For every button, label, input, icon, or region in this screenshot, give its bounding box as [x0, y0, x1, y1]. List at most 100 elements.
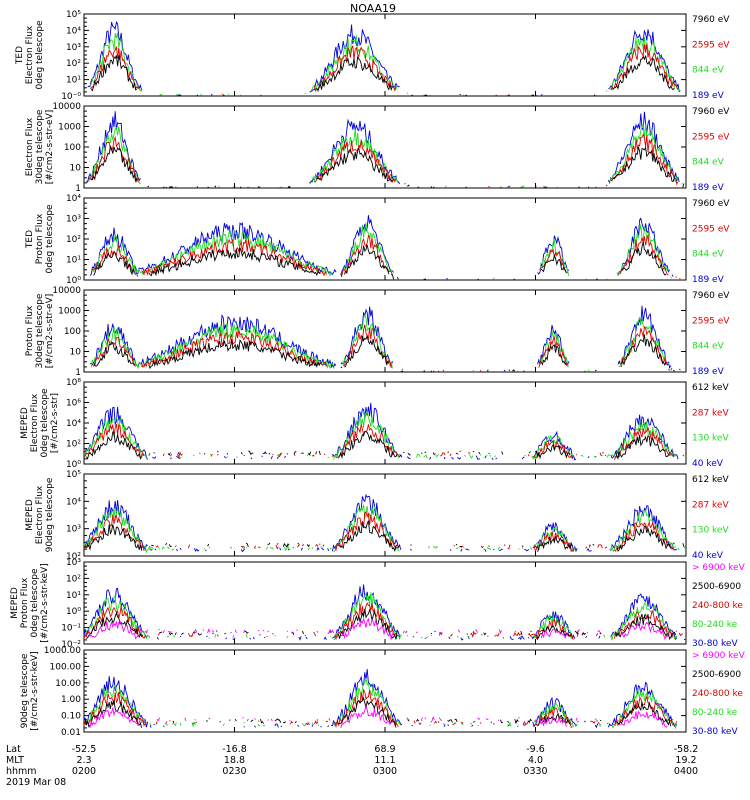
legend-entry: 30-80 keV	[692, 639, 738, 649]
y-tick-label: 1	[75, 184, 81, 194]
y-tick-label: 10²	[66, 440, 81, 450]
y-axis-label: MEPED	[25, 499, 35, 531]
y-axis-label: Proton Flux	[25, 305, 35, 356]
chart-title: NOAA19	[350, 2, 396, 15]
panel-2: 1 10 100 1000 10000 Electron Flux 30deg telesc…	[25, 102, 730, 194]
y-tick-label: 0.10	[61, 712, 81, 722]
legend-entry: 844 eV	[692, 250, 725, 260]
x-axis: LatMLThhmm-52.52.30200-16.818.8023068.91…	[6, 744, 698, 788]
y-tick-label: 10⁴	[66, 497, 81, 507]
y-tick-label: 1	[75, 368, 81, 378]
legend-entry: 189 eV	[692, 367, 725, 377]
y-tick-label: 100	[64, 143, 81, 153]
plot-frame	[83, 473, 687, 557]
y-axis-label: 90deg telescope	[20, 653, 30, 728]
y-axis-label: [#/cm2-s-str-keV]	[40, 563, 50, 642]
legend-entry: 189 eV	[692, 91, 725, 101]
legend-entry: 287 keV	[692, 408, 729, 418]
legend-entry: 2595 eV	[692, 316, 730, 326]
y-tick-label: 10⁶	[66, 399, 81, 409]
series-trace-red	[88, 133, 679, 188]
legend-entry: 612 keV	[692, 383, 729, 393]
x-tick-label-mlt: 11.1	[374, 755, 395, 766]
y-tick-label: 1.00	[61, 695, 81, 705]
series-trace-blue	[87, 20, 681, 96]
y-tick-label: 10.00	[55, 679, 81, 689]
y-tick-label: 10³	[66, 558, 81, 568]
x-row-label: hhmm	[6, 766, 37, 777]
panel-4: 1 10 100 1000 10000 Proton Flux 30deg telescop…	[25, 286, 730, 378]
y-tick-label: 10¹	[66, 256, 81, 266]
plot-frame	[83, 381, 687, 465]
y-tick-label: 10²	[66, 235, 81, 245]
legend-entry: 130 keV	[692, 434, 729, 444]
x-tick-label-lat: 68.9	[374, 744, 395, 755]
x-tick-label-lat: -16.8	[222, 744, 247, 755]
series-trace-black	[86, 432, 684, 459]
legend-entry: 2500-6900	[692, 670, 741, 680]
panel-3: 10⁰ 10¹ 10² 10³ 10⁴ TED Proton Flux 0deg telesc…	[25, 194, 730, 286]
x-row-label: MLT	[6, 755, 24, 766]
series-trace-blue	[86, 111, 681, 187]
legend-entry: 240-800 ke	[692, 601, 743, 611]
y-tick-label: 10²	[66, 59, 81, 69]
y-tick-label: 1000	[58, 123, 81, 133]
plot-frame	[83, 13, 687, 97]
series-trace-black	[91, 55, 681, 95]
legend-entry: 40 keV	[692, 551, 724, 561]
series-trace-blue	[89, 305, 681, 372]
series-trace-blue	[90, 215, 679, 279]
y-tick-label: 10³	[66, 215, 81, 225]
legend-entry: 130 keV	[692, 526, 729, 536]
y-tick-label: 10⁴	[66, 419, 81, 429]
legend-entry: 30-80 keV	[692, 727, 738, 737]
x-tick-label-hhmm: 0230	[222, 766, 246, 777]
y-tick-label: 10⁸	[66, 378, 81, 388]
legend-entry: 2595 eV	[692, 40, 730, 50]
y-tick-label: 10¹	[66, 591, 81, 601]
series-trace-black	[86, 520, 685, 553]
y-axis-label: Proton Flux	[35, 213, 45, 264]
legend-entry: 240-800 ke	[692, 689, 743, 699]
legend-entry: > 6900 keV	[692, 651, 746, 661]
legend-entry: 844 eV	[692, 66, 725, 76]
y-axis-label: 90deg telescope	[45, 477, 55, 552]
legend-entry: 2595 eV	[692, 224, 730, 234]
panel-8: 0.01 0.10 1.00 10.00 100.00 1000.00 90deg tele…	[20, 646, 746, 738]
x-tick-label-mlt: 2.3	[76, 755, 91, 766]
y-axis-label: Electron Flux	[25, 25, 35, 84]
series-trace-green	[83, 504, 686, 554]
y-tick-label: 10⁴	[66, 26, 81, 36]
x-tick-label-mlt: 18.8	[224, 755, 245, 766]
x-tick-label-hhmm: 0200	[72, 766, 96, 777]
x-tick-label-lat: -9.6	[526, 744, 545, 755]
series-trace-black	[94, 242, 681, 279]
y-tick-label: 10000	[52, 102, 81, 112]
y-axis-label: MEPED	[10, 587, 20, 619]
y-tick-label: 10⁰	[66, 607, 81, 617]
y-tick-label: 100	[64, 327, 81, 337]
x-tick-label-hhmm: 0300	[373, 766, 397, 777]
y-axis-label: 0deg telescope	[30, 568, 40, 638]
panel-5: 10⁰ 10² 10⁴ 10⁶ 10⁸ MEPED Electron Flux 0deg te…	[20, 378, 729, 470]
y-axis-label: Electron Flux	[30, 393, 40, 452]
series-trace-green	[88, 32, 680, 96]
series-trace-black	[85, 698, 680, 728]
y-axis-label: [#/cm2-s-str-eV]	[45, 294, 55, 369]
legend-entry: 2500-6900	[692, 582, 741, 592]
legend-entry: 80-240 ke	[692, 620, 738, 630]
series-trace-red	[89, 44, 679, 96]
x-tick-label-mlt: 4.0	[528, 755, 543, 766]
series-trace-green	[88, 123, 684, 188]
legend-entry: 7960 eV	[692, 15, 730, 25]
y-tick-label: 10⁴	[66, 194, 81, 204]
y-axis-label: 30deg telescope	[35, 293, 45, 368]
series-trace-red	[83, 423, 685, 461]
y-tick-label: 100.00	[50, 662, 82, 672]
legend-entry: 40 keV	[692, 459, 724, 469]
y-tick-label: 10⁵	[66, 10, 81, 20]
legend-entry: 287 keV	[692, 500, 729, 510]
y-tick-label: 10⁻¹	[61, 624, 81, 634]
x-tick-label-lat: -52.5	[72, 744, 97, 755]
